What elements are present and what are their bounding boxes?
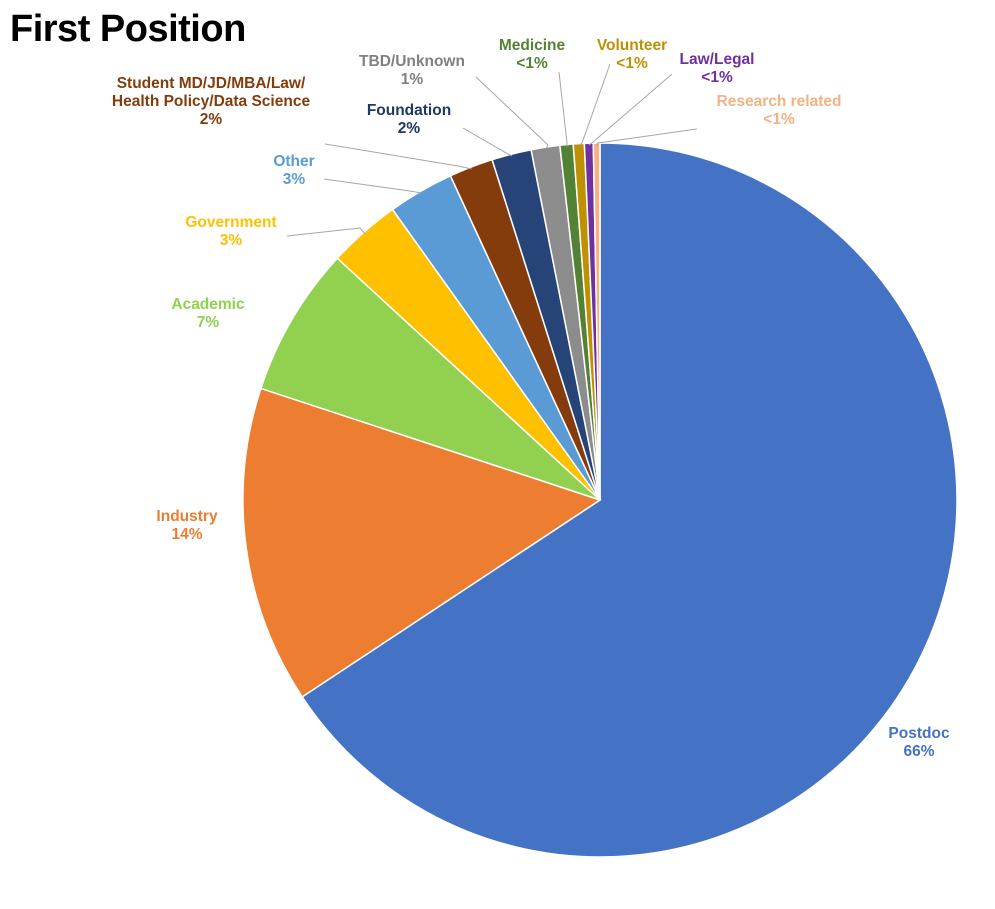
- slice-value-9: <1%: [616, 55, 648, 72]
- leader-line-6: [462, 127, 513, 157]
- leader-line-10: [588, 73, 673, 146]
- slice-value-4: 3%: [283, 171, 306, 188]
- pie-slice-2: [259, 257, 601, 501]
- slice-label-7: TBD/Unknown 1%: [359, 53, 465, 88]
- pie-slice-0: [301, 142, 958, 858]
- slice-label-1: Industry 14%: [156, 508, 218, 543]
- leader-line-9: [578, 63, 611, 147]
- slice-label-4: Other 3%: [273, 153, 314, 188]
- slice-name-5: Student MD/JD/MBA/Law/: [117, 75, 306, 92]
- slice-value-2: 7%: [197, 314, 220, 331]
- slice-label-10: Law/Legal <1%: [680, 51, 755, 86]
- slice-name-8: Medicine: [499, 37, 566, 54]
- slice-name-5: Health Policy/Data Science: [112, 93, 311, 110]
- slice-label-3: Government 3%: [185, 214, 276, 249]
- slice-name-11: Research related: [717, 93, 842, 110]
- leader-line-8: [558, 71, 568, 147]
- slice-label-6: Foundation 2%: [367, 102, 451, 137]
- leader-line-5: [324, 143, 472, 170]
- slice-value-11: <1%: [763, 111, 795, 128]
- leader-line-3: [286, 227, 366, 237]
- slice-label-2: Academic 7%: [171, 296, 245, 331]
- slice-value-3: 3%: [220, 232, 243, 249]
- slice-value-7: 1%: [401, 71, 424, 88]
- slice-name-2: Academic: [171, 296, 245, 313]
- slice-value-6: 2%: [398, 120, 421, 137]
- slice-value-8: <1%: [516, 55, 548, 72]
- pie-slice-1: [242, 387, 602, 698]
- slice-name-9: Volunteer: [597, 37, 667, 54]
- slice-label-0: Postdoc 66%: [888, 725, 950, 760]
- leader-line-11: [596, 128, 698, 146]
- slice-value-5: 2%: [200, 111, 223, 128]
- slice-name-3: Government: [185, 214, 276, 231]
- slice-name-10: Law/Legal: [680, 51, 755, 68]
- slice-value-1: 14%: [171, 526, 202, 543]
- slice-label-11: Research related <1%: [717, 93, 842, 128]
- slice-name-0: Postdoc: [888, 725, 950, 742]
- slice-value-10: <1%: [701, 69, 733, 86]
- slice-label-9: Volunteer <1%: [597, 37, 667, 72]
- slice-name-7: TBD/Unknown: [359, 53, 465, 70]
- slice-value-0: 66%: [903, 743, 934, 760]
- leader-line-7: [475, 76, 549, 150]
- chart-title: First Position: [10, 8, 246, 50]
- slice-name-4: Other: [273, 153, 314, 170]
- slice-name-6: Foundation: [367, 102, 451, 119]
- slice-label-5: Student MD/JD/MBA/Law/Health Policy/Data…: [112, 75, 311, 128]
- slice-label-8: Medicine <1%: [499, 37, 566, 72]
- slice-name-1: Industry: [156, 508, 218, 525]
- leader-line-4: [323, 178, 422, 194]
